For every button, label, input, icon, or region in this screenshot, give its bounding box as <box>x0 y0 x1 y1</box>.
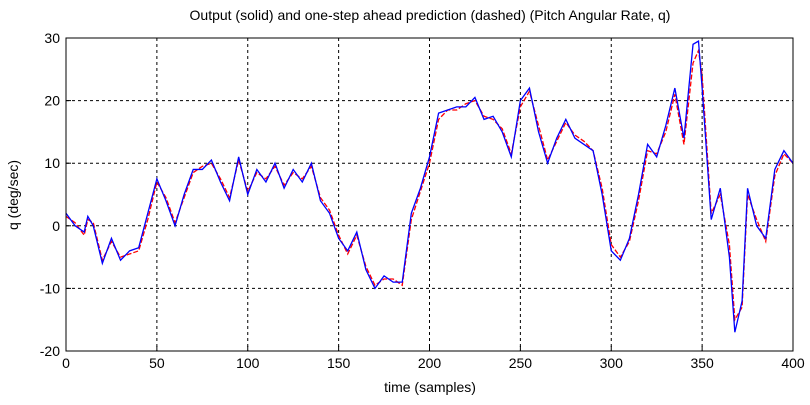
y-tick-label: 20 <box>44 93 60 109</box>
y-tick-label: 30 <box>44 30 60 46</box>
x-axis-label: time (samples) <box>384 379 476 395</box>
x-tick-label: 50 <box>149 355 165 371</box>
y-tick-label: 0 <box>52 218 60 234</box>
y-tick-label: -20 <box>40 343 60 359</box>
series-line <box>65 40 794 333</box>
x-tick-label: 150 <box>327 355 351 371</box>
y-tick-label: 10 <box>44 155 60 171</box>
x-tick-label: 300 <box>600 355 624 371</box>
x-tick-label: 200 <box>418 355 442 371</box>
x-tick-label: 250 <box>509 355 533 371</box>
x-tick-label: 0 <box>62 355 70 371</box>
chart-title: Output (solid) and one-step ahead predic… <box>190 7 671 23</box>
x-tick-label: 100 <box>236 355 260 371</box>
x-tick-label: 350 <box>690 355 714 371</box>
x-tick-label: 400 <box>781 355 805 371</box>
y-axis-label: q (deg/sec) <box>5 160 21 230</box>
y-tick-label: -10 <box>40 280 60 296</box>
plot-frame <box>65 37 794 352</box>
